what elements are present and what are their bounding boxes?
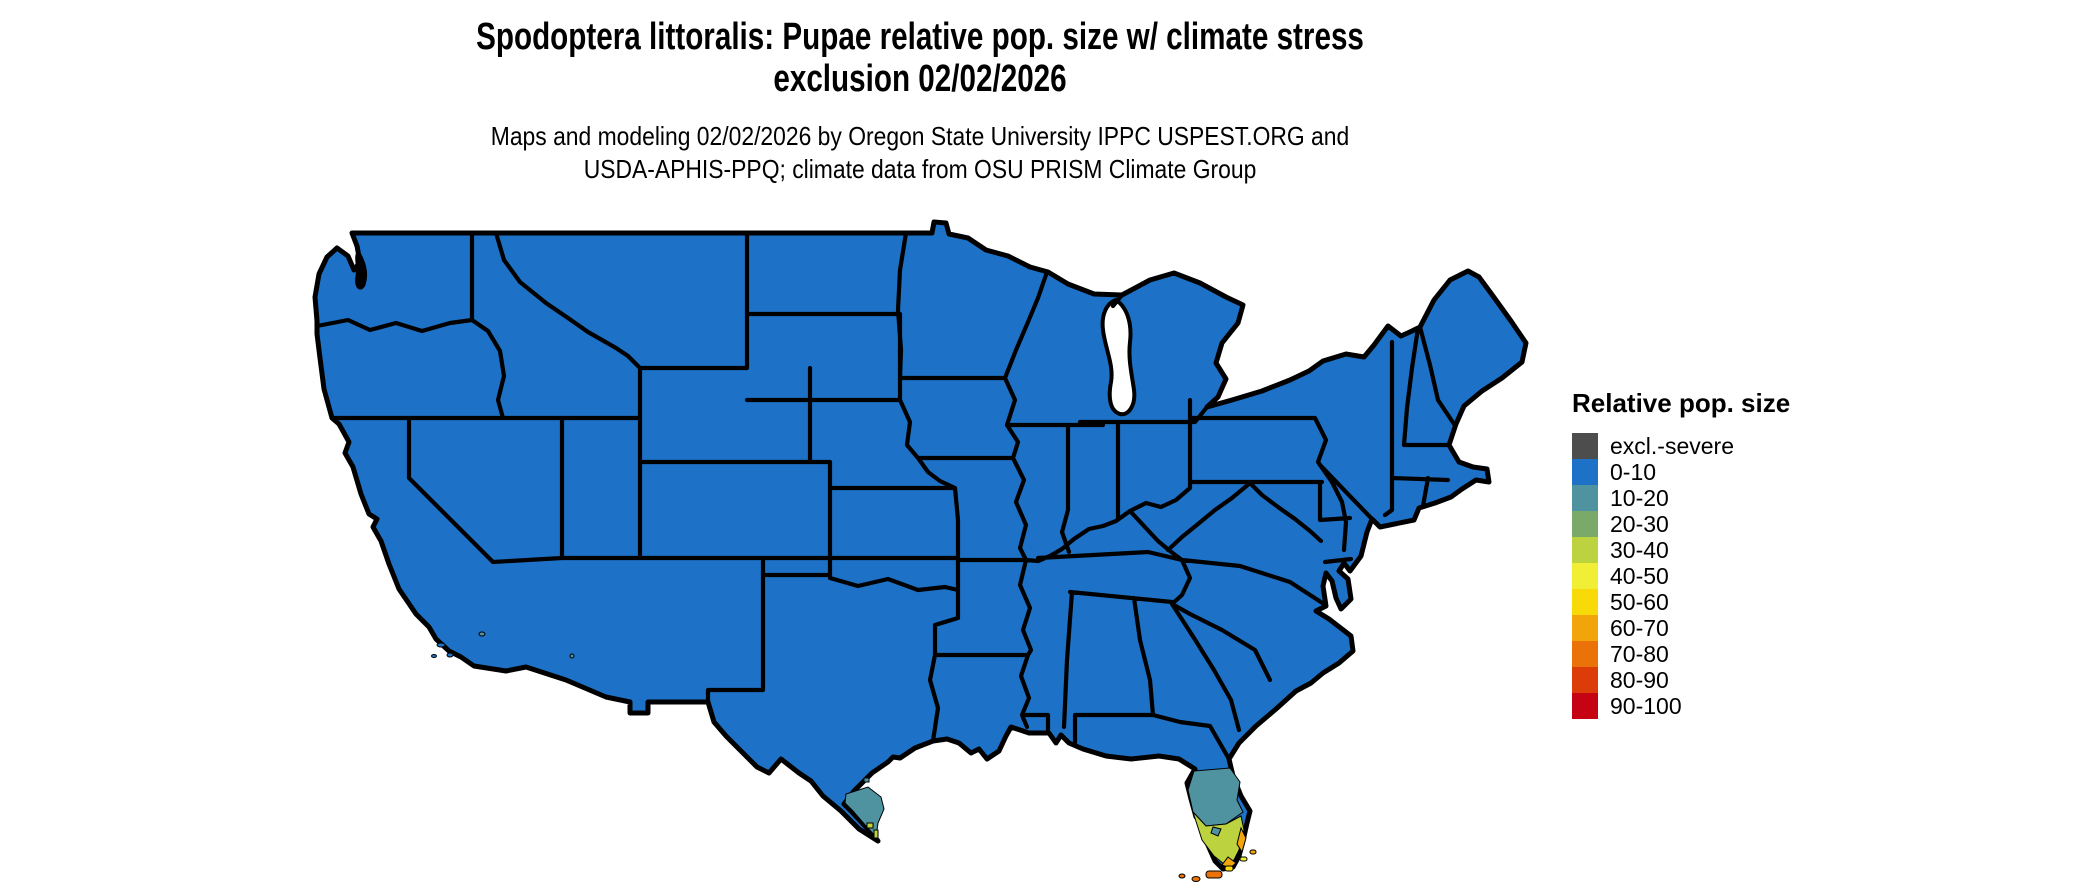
legend-row: 60-70: [1572, 615, 1790, 641]
legend-swatch: [1572, 667, 1598, 693]
map-layers: [312, 219, 1529, 882]
texas-30-40-speck: [866, 822, 874, 829]
florida-60-70-coast-patch: [1236, 826, 1247, 854]
map-title-line1: Spodoptera littoralis: Pupae relative po…: [476, 16, 1364, 58]
legend-swatch: [1572, 433, 1598, 459]
florida-10-20-zone: [1187, 767, 1244, 827]
texas-30-40-speck: [873, 829, 879, 839]
legend-row: 30-40: [1572, 537, 1790, 563]
legend-label: 60-70: [1610, 614, 1669, 641]
legend: Relative pop. size excl.-severe 0-10 10-20…: [1572, 388, 1790, 719]
legend-swatch: [1572, 641, 1598, 667]
florida-keys: [1178, 849, 1257, 882]
us-choropleth-map: [312, 219, 1529, 882]
keys-70-80-islet: [1205, 870, 1223, 879]
florida-30-40-zone: [1192, 811, 1245, 865]
legend-row: 50-60: [1572, 589, 1790, 615]
channel-islands: [431, 631, 575, 659]
map-title-line2: exclusion 02/02/2026: [773, 58, 1067, 100]
map-subtitle: Maps and modeling 02/02/2026 by Oregon S…: [110, 120, 1729, 186]
legend-swatch: [1572, 459, 1598, 485]
legend-swatch: [1572, 563, 1598, 589]
legend-swatch: [1572, 537, 1598, 563]
legend-label: 20-30: [1610, 510, 1669, 537]
legend-label: excl.-severe: [1610, 432, 1734, 459]
florida-gradient-zone: [1187, 767, 1247, 869]
legend-label: 0-10: [1610, 458, 1657, 485]
island-0-10: [436, 642, 446, 648]
legend-row: 0-10: [1572, 459, 1790, 485]
legend-title: Relative pop. size: [1572, 388, 1791, 418]
legend-label: 40-50: [1610, 562, 1669, 589]
lake-michigan: [1100, 297, 1137, 417]
island-10-20: [478, 631, 486, 637]
legend-label: 50-60: [1610, 588, 1669, 615]
keys-70-80-islet: [1191, 876, 1201, 882]
island-0-10: [446, 652, 454, 658]
keys-50-60-islet: [1224, 865, 1234, 872]
legend-label: 30-40: [1610, 536, 1669, 563]
legend-row: excl.-severe: [1572, 433, 1790, 459]
texas-rio-grande-zone: [844, 777, 885, 839]
map-subtitle-line2: USDA-APHIS-PPQ; climate data from OSU PR…: [583, 154, 1257, 184]
puget-sound: [355, 249, 368, 290]
legend-row: 80-90: [1572, 667, 1790, 693]
legend-label: 90-100: [1610, 692, 1682, 719]
arizona-10-20-speck: [569, 653, 575, 659]
legend-row: 10-20: [1572, 485, 1790, 511]
keys-60-70-islet: [1249, 849, 1257, 855]
legend-row: 70-80: [1572, 641, 1790, 667]
legend-label: 10-20: [1610, 484, 1669, 511]
legend-row: 40-50: [1572, 563, 1790, 589]
texas-10-20-speck: [863, 777, 870, 783]
legend-label: 80-90: [1610, 666, 1669, 693]
island-0-10: [431, 654, 437, 658]
state-borders: [314, 230, 1457, 762]
florida-10-20-inner-spot: [1210, 826, 1222, 837]
legend-swatch: [1572, 485, 1598, 511]
legend-swatch: [1572, 589, 1598, 615]
legend-swatch: [1572, 693, 1598, 719]
legend-label: 70-80: [1610, 640, 1669, 667]
legend-swatch: [1572, 511, 1598, 537]
keys-70-80-islet: [1178, 873, 1186, 879]
legend-rows: excl.-severe 0-10 10-20 20-30 30-40 40-50 50-6…: [1572, 433, 1790, 719]
legend-swatch: [1572, 615, 1598, 641]
map-subtitle-line1: Maps and modeling 02/02/2026 by Oregon S…: [490, 121, 1350, 151]
keys-40-50-islet: [1239, 856, 1248, 862]
legend-row: 20-30: [1572, 511, 1790, 537]
map-title: Spodoptera littoralis: Pupae relative po…: [202, 16, 1637, 100]
legend-row: 90-100: [1572, 693, 1790, 719]
